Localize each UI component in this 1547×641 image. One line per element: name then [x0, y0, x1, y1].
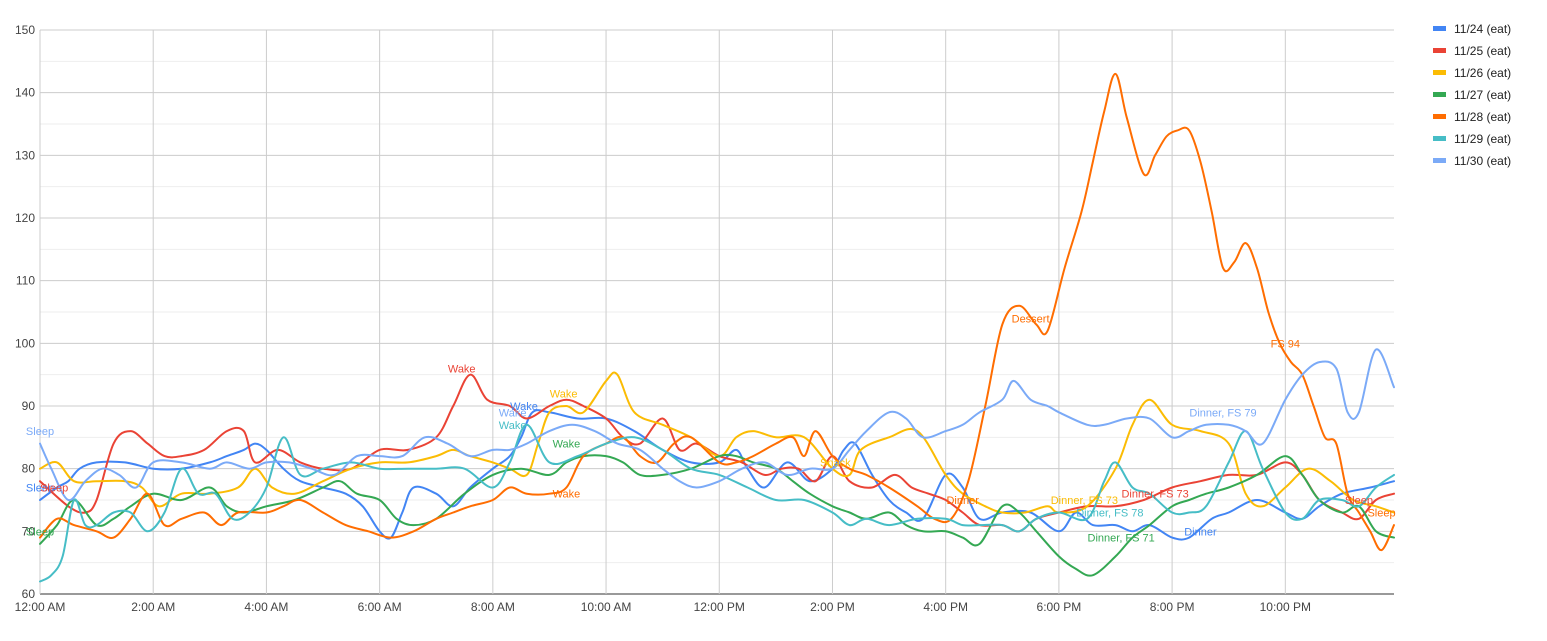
annotation-label: Sleep — [1367, 508, 1395, 520]
x-tick-label: 4:00 PM — [923, 600, 968, 614]
annotation-label: Sleep — [26, 482, 54, 494]
y-tick-label: 90 — [22, 399, 36, 413]
annotation-label: Dinner, FS 78 — [1076, 508, 1143, 520]
series-line-4 — [39, 453, 1395, 577]
axes: 60 70 80 90 100 110 120 130 140 150 12:00 AM 2:00 A… — [15, 23, 1311, 614]
annotation-label: Sleep — [1345, 495, 1373, 507]
annotation-label: Dinner — [1184, 526, 1217, 538]
series-line-3 — [39, 371, 1395, 515]
y-tick-label: 120 — [15, 211, 35, 225]
annotation-label: Sleep — [26, 426, 54, 438]
series-line-6 — [39, 423, 1395, 583]
annotation-label: Wake — [553, 439, 581, 451]
series-line-5 — [39, 72, 1395, 552]
y-tick-label: 130 — [15, 148, 35, 162]
legend: 11/24 (eat) 11/25 (eat) 11/26 (eat) 11/27 (… — [1433, 22, 1511, 168]
x-tick-label: 12:00 PM — [694, 600, 745, 614]
legend-swatch — [1433, 48, 1446, 53]
x-tick-label: 12:00 AM — [15, 600, 66, 614]
annotation-label: Dinner — [946, 495, 979, 507]
annotation-label: Dinner, FS 73 — [1121, 489, 1188, 501]
annotation-label: Sleep — [26, 526, 54, 538]
legend-swatch — [1433, 26, 1446, 31]
annotations: SleepSleepSleepSleepWakeWakeWakeWakeWake… — [26, 313, 1396, 544]
y-tick-label: 110 — [16, 274, 35, 288]
annotation-label: Wake — [448, 363, 476, 375]
series-line-1 — [39, 409, 1395, 541]
series-lines — [39, 72, 1395, 583]
legend-swatch — [1433, 158, 1446, 163]
y-tick-label: 60 — [22, 587, 36, 601]
legend-label: 11/25 (eat) — [1454, 44, 1511, 58]
annotation-label: Dinner, FS 71 — [1088, 533, 1155, 545]
annotation-label: Dessert — [1012, 313, 1050, 325]
x-tick-label: 8:00 PM — [1150, 600, 1195, 614]
legend-label: 11/30 (eat) — [1454, 154, 1511, 168]
x-tick-label: 10:00 PM — [1260, 600, 1311, 614]
gridlines — [39, 29, 1394, 595]
y-tick-label: 80 — [22, 462, 36, 476]
annotation-label: Snack — [820, 457, 851, 469]
x-tick-label: 8:00 AM — [471, 600, 515, 614]
x-tick-label: 4:00 AM — [244, 600, 288, 614]
x-tick-label: 10:00 AM — [581, 600, 632, 614]
legend-swatch — [1433, 92, 1446, 97]
annotation-label: Dinner, FS 73 — [1051, 495, 1118, 507]
annotation-label: FS 94 — [1271, 338, 1300, 350]
series-line-2 — [39, 373, 1395, 533]
legend-swatch — [1433, 70, 1446, 75]
x-tick-label: 6:00 AM — [358, 600, 402, 614]
x-tick-label: 2:00 AM — [131, 600, 175, 614]
y-tick-label: 140 — [15, 86, 35, 100]
annotation-label: Wake — [510, 401, 538, 413]
annotation-label: Wake — [499, 420, 527, 432]
annotation-label: Wake — [499, 407, 527, 419]
y-tick-label: 150 — [15, 23, 35, 37]
annotation-label: Wake — [550, 388, 578, 400]
legend-label: 11/29 (eat) — [1454, 132, 1511, 146]
legend-label: 11/26 (eat) — [1454, 66, 1511, 80]
legend-label: 11/28 (eat) — [1454, 110, 1511, 124]
legend-label: 11/24 (eat) — [1454, 22, 1511, 36]
x-tick-label: 6:00 PM — [1037, 600, 1082, 614]
x-tick-label: 2:00 PM — [810, 600, 855, 614]
legend-swatch — [1433, 136, 1446, 141]
annotation-label: Sleep — [40, 482, 68, 494]
series-line-7 — [39, 348, 1395, 502]
legend-swatch — [1433, 114, 1446, 119]
y-tick-label: 70 — [22, 524, 36, 538]
annotation-label: Dinner, FS 79 — [1189, 407, 1256, 419]
y-tick-label: 100 — [15, 336, 35, 350]
annotation-label: Wake — [553, 489, 581, 501]
legend-label: 11/27 (eat) — [1454, 88, 1511, 102]
